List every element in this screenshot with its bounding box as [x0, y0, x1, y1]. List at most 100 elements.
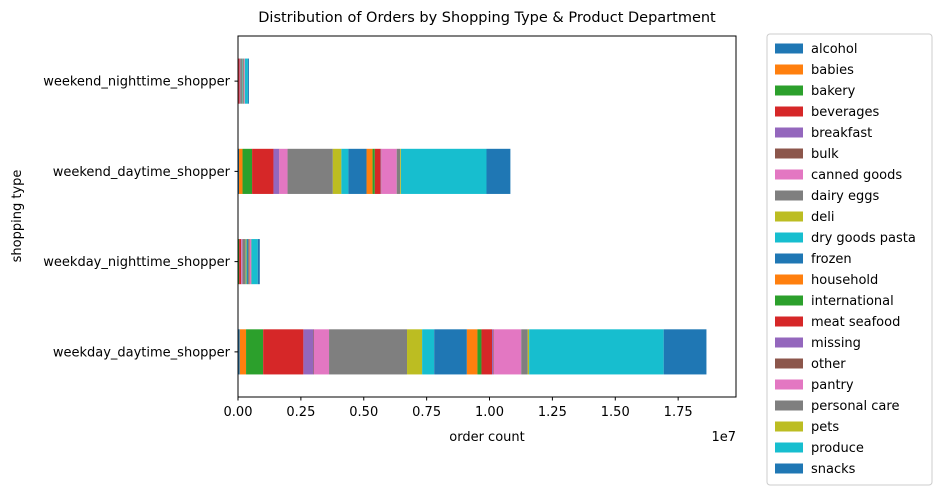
bars-layer — [238, 58, 707, 375]
bar-segment-weekend_daytime_shopper-pets — [400, 148, 401, 194]
bar-segment-weekend_nighttime_shopper-beverages — [238, 58, 240, 104]
x-tick-label: 0.00 — [224, 405, 253, 420]
legend-label-dry-goods-pasta: dry goods pasta — [811, 231, 916, 246]
bar-segment-weekday_nighttime_shopper-dry-goods-pasta — [246, 239, 248, 285]
legend-swatch-pantry — [775, 379, 803, 390]
legend-label-babies: babies — [811, 63, 854, 78]
legend-swatch-deli — [775, 211, 803, 222]
bar-segment-weekday_nighttime_shopper-snacks — [257, 239, 260, 285]
bar-segment-weekday_daytime_shopper-pantry — [493, 329, 522, 375]
x-tick-label: 1.75 — [664, 405, 693, 420]
legend-swatch-pets — [775, 421, 803, 432]
legend-label-other: other — [811, 357, 846, 372]
bar-segment-weekend_daytime_shopper-frozen — [348, 148, 367, 194]
legend-swatch-dry-goods-pasta — [775, 232, 803, 243]
legend-swatch-bakery — [775, 85, 803, 96]
bar-segment-weekday_daytime_shopper-canned-goods — [313, 329, 330, 375]
bar-segment-weekday_daytime_shopper-other — [493, 329, 494, 375]
bar-segment-weekend_daytime_shopper-missing — [380, 148, 382, 194]
bar-segment-weekday_nighttime_shopper-canned-goods — [241, 239, 243, 285]
chart-title: Distribution of Orders by Shopping Type … — [258, 10, 716, 26]
legend-label-meat-seafood: meat seafood — [811, 315, 900, 330]
legend: alcohol babies bakery beverages breakfast bul… — [766, 33, 933, 486]
x-tick-label: 1.00 — [475, 405, 504, 420]
legend-swatch-missing — [775, 337, 803, 348]
legend-frame — [766, 33, 933, 486]
bar-segment-weekend_nighttime_shopper-snacks — [247, 58, 249, 104]
bar-segment-weekday_daytime_shopper-dairy-eggs — [329, 329, 408, 375]
plot-frame — [237, 35, 737, 398]
legend-label-personal-care: personal care — [811, 399, 899, 414]
legend-label-alcohol: alcohol — [811, 42, 857, 57]
bar-segment-weekday_daytime_shopper-meat-seafood — [481, 329, 493, 375]
legend-label-bulk: bulk — [811, 147, 839, 162]
bar-segment-weekday_daytime_shopper-deli — [407, 329, 423, 375]
y-tick-label: weekend_nighttime_shopper — [43, 75, 230, 90]
bar-segment-weekday_nighttime_shopper-meat-seafood — [249, 239, 250, 285]
bar-segment-weekend_nighttime_shopper-dairy-eggs — [240, 58, 242, 104]
bar-segment-weekday_daytime_shopper-frozen — [434, 329, 467, 375]
bar-segment-weekend_daytime_shopper-beverages — [252, 148, 274, 194]
y-axis-label: shopping type — [10, 170, 25, 263]
bar-segment-weekday_nighttime_shopper-dairy-eggs — [242, 239, 246, 285]
legend-swatch-breakfast — [775, 127, 803, 138]
bar-segment-weekday_daytime_shopper-bulk — [313, 329, 314, 375]
legend-swatch-alcohol — [775, 43, 803, 54]
legend-label-deli: deli — [811, 210, 834, 225]
bar-segment-weekday_daytime_shopper-bakery — [246, 329, 264, 375]
bar-segment-weekday_daytime_shopper-personal-care — [521, 329, 528, 375]
legend-swatch-produce — [775, 442, 803, 453]
y-tick-label: weekday_nighttime_shopper — [43, 255, 230, 270]
bar-segment-weekend_daytime_shopper-produce — [400, 148, 487, 194]
bar-segment-weekend_daytime_shopper-babies — [239, 148, 243, 194]
y-tick-label: weekday_daytime_shopper — [53, 345, 231, 360]
bar-segment-weekday_nighttime_shopper-produce — [251, 239, 258, 285]
legend-swatch-beverages — [775, 106, 803, 117]
bar-segment-weekday_daytime_shopper-produce — [529, 329, 664, 375]
bar-segment-weekend_daytime_shopper-personal-care — [396, 148, 401, 194]
legend-swatch-dairy-eggs — [775, 190, 803, 201]
bar-segment-weekday_nighttime_shopper-frozen — [247, 239, 249, 285]
bar-segment-weekday_daytime_shopper-beverages — [263, 329, 304, 375]
bar-segment-weekday_daytime_shopper-dry-goods-pasta — [422, 329, 435, 375]
x-axis-scale-label: 1e7 — [711, 430, 736, 445]
bar-segment-weekday_daytime_shopper-breakfast — [303, 329, 314, 375]
bar-segment-weekend_daytime_shopper-meat-seafood — [374, 148, 381, 194]
legend-swatch-frozen — [775, 253, 803, 264]
legend-label-dairy-eggs: dairy eggs — [811, 189, 880, 204]
bar-segment-weekday_daytime_shopper-household — [466, 329, 478, 375]
legend-label-breakfast: breakfast — [811, 126, 872, 141]
legend-label-international: international — [811, 294, 894, 309]
bar-segment-weekday_daytime_shopper-snacks — [663, 329, 707, 375]
bar-segment-weekend_daytime_shopper-bakery — [242, 148, 253, 194]
bar-segment-weekday_daytime_shopper-babies — [239, 329, 247, 375]
x-tick-label: 1.50 — [601, 405, 630, 420]
bar-segment-weekday_nighttime_shopper-beverages — [239, 239, 242, 285]
legend-label-beverages: beverages — [811, 105, 880, 120]
legend-label-bakery: bakery — [811, 84, 856, 99]
legend-label-snacks: snacks — [811, 462, 856, 477]
bar-segment-weekend_nighttime_shopper-pantry — [244, 58, 245, 104]
bar-segment-weekend_daytime_shopper-snacks — [486, 148, 511, 194]
legend-swatch-international — [775, 295, 803, 306]
bar-segment-weekend_daytime_shopper-canned-goods — [279, 148, 288, 194]
bar-segment-weekend_daytime_shopper-deli — [332, 148, 342, 194]
x-tick-label: 0.75 — [412, 405, 441, 420]
bar-segment-weekend_nighttime_shopper-produce — [244, 58, 248, 104]
legend-swatch-other — [775, 358, 803, 369]
bar-segment-weekend_daytime_shopper-pantry — [381, 148, 397, 194]
bar-segment-weekday_daytime_shopper-pets — [527, 329, 530, 375]
legend-label-produce: produce — [811, 441, 864, 456]
bar-segment-weekend_daytime_shopper-alcohol — [238, 148, 240, 194]
x-axis-ticks: 0.00 0.25 0.50 0.75 1.00 1.25 1.50 1.75 — [224, 397, 693, 420]
bar-segment-weekend_daytime_shopper-breakfast — [273, 148, 279, 194]
bar-segment-weekend_nighttime_shopper-frozen — [242, 58, 244, 104]
legend-swatch-babies — [775, 64, 803, 75]
bar-segment-weekday_nighttime_shopper-household — [248, 239, 250, 285]
bar-segment-weekend_daytime_shopper-household — [366, 148, 373, 194]
legend-swatch-canned-goods — [775, 169, 803, 180]
bar-segment-weekend_daytime_shopper-dairy-eggs — [287, 148, 333, 194]
legend-label-pets: pets — [811, 420, 839, 435]
bar-segment-weekday_nighttime_shopper-breakfast — [241, 239, 242, 285]
